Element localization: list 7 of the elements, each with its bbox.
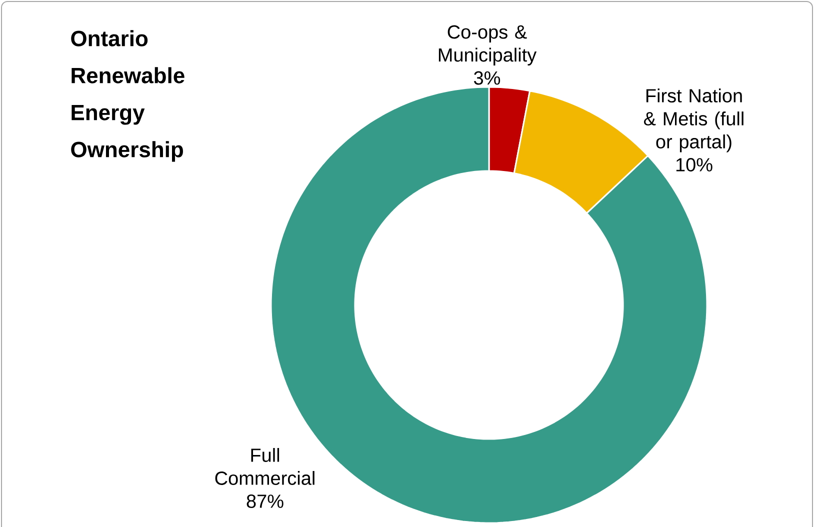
- data-label: 87%: [246, 494, 284, 508]
- data-label: 3%: [474, 71, 500, 85]
- slice-label: Full Commercial: [215, 448, 314, 485]
- text: Ontario Renewable Energy Ownership: [71, 30, 184, 162]
- slice-label: First Nation & Metis (full or partal): [644, 88, 744, 152]
- data-label: 10%: [676, 158, 712, 172]
- slice-label: Co-ops & Municipality: [438, 25, 537, 66]
